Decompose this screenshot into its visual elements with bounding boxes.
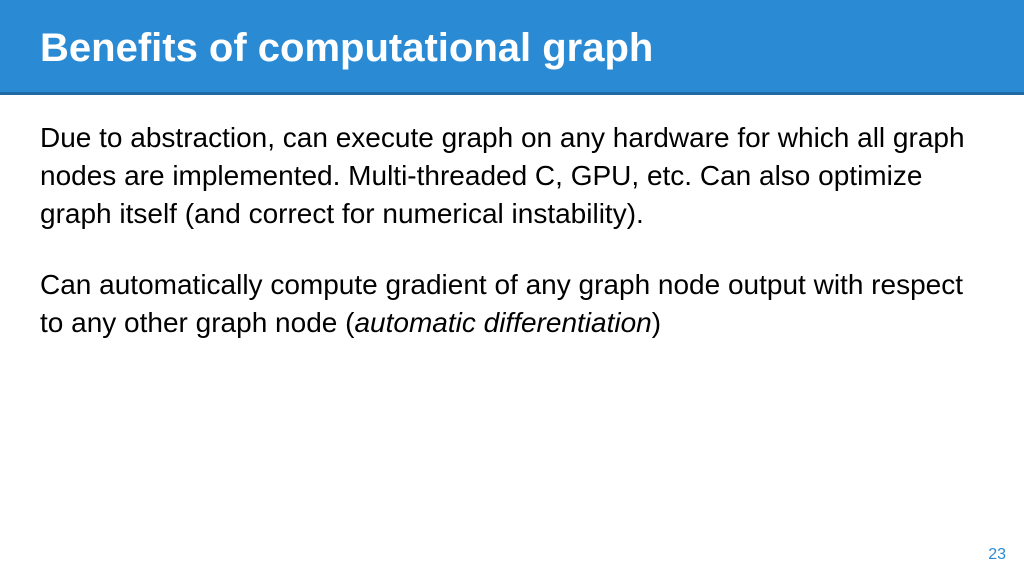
slide-body: Due to abstraction, can execute graph on… (0, 95, 1024, 342)
paragraph-2-post: ) (652, 307, 661, 338)
paragraph-1: Due to abstraction, can execute graph on… (40, 119, 984, 232)
slide-title: Benefits of computational graph (40, 26, 984, 70)
paragraph-2-emphasis: automatic differentiation (354, 307, 651, 338)
slide-header: Benefits of computational graph (0, 0, 1024, 92)
page-number: 23 (988, 546, 1006, 564)
paragraph-2: Can automatically compute gradient of an… (40, 266, 984, 342)
slide: Benefits of computational graph Due to a… (0, 0, 1024, 576)
